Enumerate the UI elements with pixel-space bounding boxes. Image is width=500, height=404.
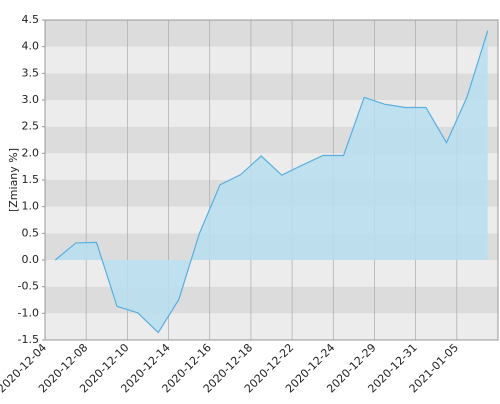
- y-tick-label: -0.5: [18, 280, 39, 293]
- y-tick-label: -1.0: [18, 306, 39, 319]
- band: [45, 313, 498, 340]
- area-fill: [55, 30, 488, 333]
- y-axis-label: [Zmiany %]: [7, 148, 20, 212]
- y-tick-label: 2.0: [22, 146, 40, 159]
- band: [45, 20, 498, 47]
- plot-frame: [44, 19, 499, 341]
- line: [54, 30, 489, 334]
- y-tick-label: 1.0: [22, 200, 40, 213]
- y-tick-label: 0.0: [22, 253, 40, 266]
- y-tick-label: 2.5: [22, 120, 40, 133]
- y-tick-label: 4.0: [22, 40, 40, 53]
- y-tick-label: 3.5: [22, 66, 40, 79]
- y-tick-label: 4.5: [22, 13, 40, 26]
- y-tick-label: -1.5: [18, 333, 39, 346]
- band: [45, 73, 498, 100]
- y-tick-label: 1.5: [22, 173, 40, 186]
- y-tick-label: 3.0: [22, 93, 40, 106]
- y-tick-label: 0.5: [22, 226, 40, 239]
- band: [45, 46, 498, 74]
